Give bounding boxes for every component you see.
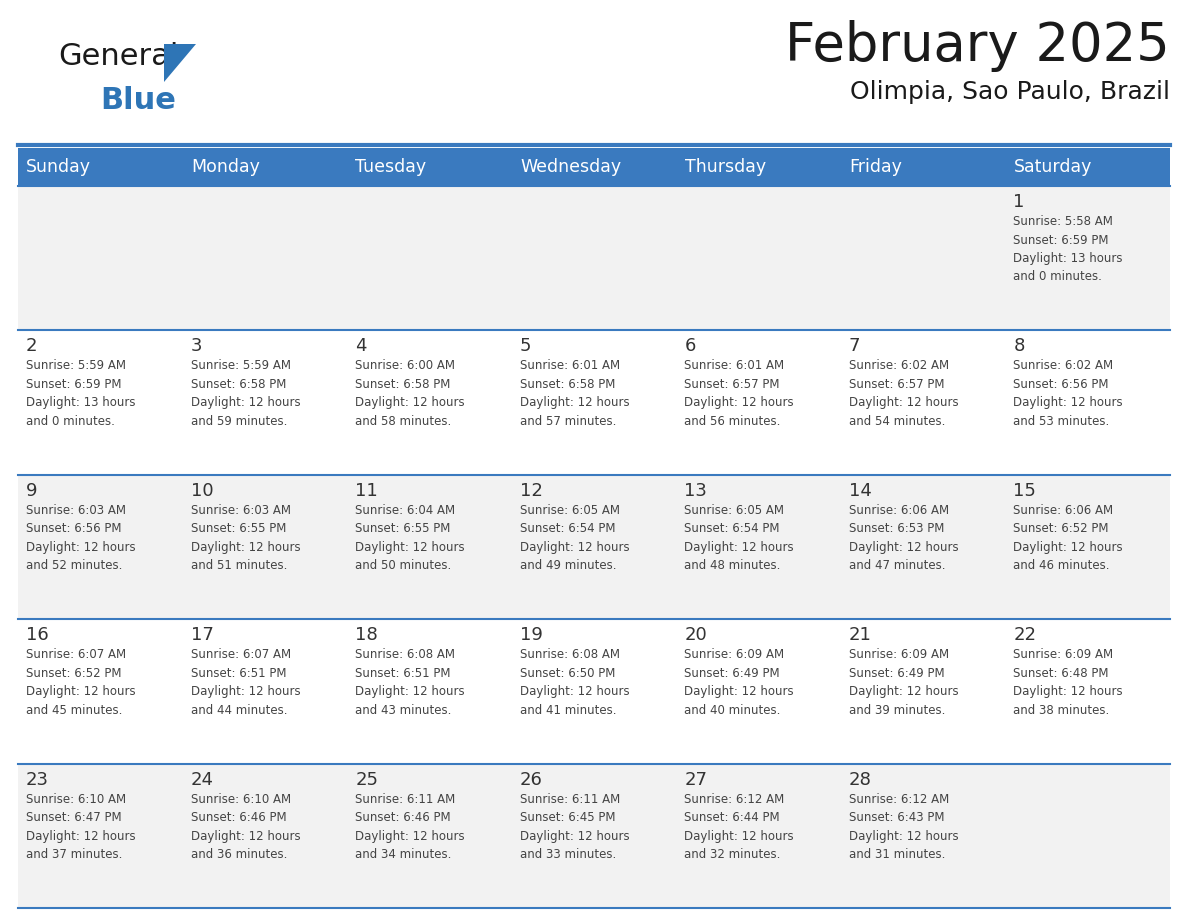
Bar — [18, 475, 1170, 620]
Text: Sunrise: 6:08 AM
Sunset: 6:51 PM
Daylight: 12 hours
and 43 minutes.: Sunrise: 6:08 AM Sunset: 6:51 PM Dayligh… — [355, 648, 465, 717]
Text: 7: 7 — [849, 338, 860, 355]
Text: Sunrise: 6:03 AM
Sunset: 6:55 PM
Daylight: 12 hours
and 51 minutes.: Sunrise: 6:03 AM Sunset: 6:55 PM Dayligh… — [190, 504, 301, 572]
Text: 18: 18 — [355, 626, 378, 644]
Bar — [18, 764, 1170, 908]
Text: Sunrise: 6:01 AM
Sunset: 6:57 PM
Daylight: 12 hours
and 56 minutes.: Sunrise: 6:01 AM Sunset: 6:57 PM Dayligh… — [684, 360, 794, 428]
Text: Sunrise: 6:05 AM
Sunset: 6:54 PM
Daylight: 12 hours
and 49 minutes.: Sunrise: 6:05 AM Sunset: 6:54 PM Dayligh… — [519, 504, 630, 572]
Text: Sunrise: 6:10 AM
Sunset: 6:46 PM
Daylight: 12 hours
and 36 minutes.: Sunrise: 6:10 AM Sunset: 6:46 PM Dayligh… — [190, 792, 301, 861]
Text: Sunrise: 6:11 AM
Sunset: 6:45 PM
Daylight: 12 hours
and 33 minutes.: Sunrise: 6:11 AM Sunset: 6:45 PM Dayligh… — [519, 792, 630, 861]
Text: Sunrise: 6:02 AM
Sunset: 6:57 PM
Daylight: 12 hours
and 54 minutes.: Sunrise: 6:02 AM Sunset: 6:57 PM Dayligh… — [849, 360, 959, 428]
Text: Tuesday: Tuesday — [355, 158, 426, 176]
Text: 6: 6 — [684, 338, 696, 355]
Bar — [18, 330, 1170, 475]
Text: 3: 3 — [190, 338, 202, 355]
Text: 19: 19 — [519, 626, 543, 644]
Polygon shape — [164, 44, 196, 82]
Text: 4: 4 — [355, 338, 367, 355]
Text: 21: 21 — [849, 626, 872, 644]
Text: Sunrise: 6:05 AM
Sunset: 6:54 PM
Daylight: 12 hours
and 48 minutes.: Sunrise: 6:05 AM Sunset: 6:54 PM Dayligh… — [684, 504, 794, 572]
Text: Olimpia, Sao Paulo, Brazil: Olimpia, Sao Paulo, Brazil — [849, 80, 1170, 104]
Text: 5: 5 — [519, 338, 531, 355]
Text: 1: 1 — [1013, 193, 1025, 211]
Text: Sunrise: 6:07 AM
Sunset: 6:51 PM
Daylight: 12 hours
and 44 minutes.: Sunrise: 6:07 AM Sunset: 6:51 PM Dayligh… — [190, 648, 301, 717]
Text: 12: 12 — [519, 482, 543, 499]
Text: Sunrise: 6:03 AM
Sunset: 6:56 PM
Daylight: 12 hours
and 52 minutes.: Sunrise: 6:03 AM Sunset: 6:56 PM Dayligh… — [26, 504, 135, 572]
Bar — [18, 186, 1170, 330]
Text: Sunrise: 6:08 AM
Sunset: 6:50 PM
Daylight: 12 hours
and 41 minutes.: Sunrise: 6:08 AM Sunset: 6:50 PM Dayligh… — [519, 648, 630, 717]
Text: 14: 14 — [849, 482, 872, 499]
Text: 8: 8 — [1013, 338, 1025, 355]
Text: 10: 10 — [190, 482, 213, 499]
Text: Sunrise: 6:02 AM
Sunset: 6:56 PM
Daylight: 12 hours
and 53 minutes.: Sunrise: 6:02 AM Sunset: 6:56 PM Dayligh… — [1013, 360, 1123, 428]
Text: 15: 15 — [1013, 482, 1036, 499]
Text: Sunrise: 6:06 AM
Sunset: 6:52 PM
Daylight: 12 hours
and 46 minutes.: Sunrise: 6:06 AM Sunset: 6:52 PM Dayligh… — [1013, 504, 1123, 572]
Text: Friday: Friday — [849, 158, 902, 176]
Text: General: General — [58, 42, 178, 71]
Bar — [18, 148, 1170, 186]
Text: Sunrise: 6:09 AM
Sunset: 6:49 PM
Daylight: 12 hours
and 39 minutes.: Sunrise: 6:09 AM Sunset: 6:49 PM Dayligh… — [849, 648, 959, 717]
Text: Sunrise: 5:59 AM
Sunset: 6:59 PM
Daylight: 13 hours
and 0 minutes.: Sunrise: 5:59 AM Sunset: 6:59 PM Dayligh… — [26, 360, 135, 428]
Text: Wednesday: Wednesday — [520, 158, 621, 176]
Text: Sunrise: 6:04 AM
Sunset: 6:55 PM
Daylight: 12 hours
and 50 minutes.: Sunrise: 6:04 AM Sunset: 6:55 PM Dayligh… — [355, 504, 465, 572]
Text: Sunrise: 6:09 AM
Sunset: 6:48 PM
Daylight: 12 hours
and 38 minutes.: Sunrise: 6:09 AM Sunset: 6:48 PM Dayligh… — [1013, 648, 1123, 717]
Text: February 2025: February 2025 — [785, 20, 1170, 72]
Text: Sunrise: 6:10 AM
Sunset: 6:47 PM
Daylight: 12 hours
and 37 minutes.: Sunrise: 6:10 AM Sunset: 6:47 PM Dayligh… — [26, 792, 135, 861]
Text: Sunrise: 6:01 AM
Sunset: 6:58 PM
Daylight: 12 hours
and 57 minutes.: Sunrise: 6:01 AM Sunset: 6:58 PM Dayligh… — [519, 360, 630, 428]
Text: 25: 25 — [355, 770, 378, 789]
Text: 2: 2 — [26, 338, 38, 355]
Text: Sunrise: 6:00 AM
Sunset: 6:58 PM
Daylight: 12 hours
and 58 minutes.: Sunrise: 6:00 AM Sunset: 6:58 PM Dayligh… — [355, 360, 465, 428]
Text: Sunrise: 6:06 AM
Sunset: 6:53 PM
Daylight: 12 hours
and 47 minutes.: Sunrise: 6:06 AM Sunset: 6:53 PM Dayligh… — [849, 504, 959, 572]
Text: 26: 26 — [519, 770, 543, 789]
Text: 27: 27 — [684, 770, 707, 789]
Text: 22: 22 — [1013, 626, 1036, 644]
Text: 9: 9 — [26, 482, 38, 499]
Text: 24: 24 — [190, 770, 214, 789]
Text: Sunrise: 5:58 AM
Sunset: 6:59 PM
Daylight: 13 hours
and 0 minutes.: Sunrise: 5:58 AM Sunset: 6:59 PM Dayligh… — [1013, 215, 1123, 284]
Text: Sunrise: 6:12 AM
Sunset: 6:43 PM
Daylight: 12 hours
and 31 minutes.: Sunrise: 6:12 AM Sunset: 6:43 PM Dayligh… — [849, 792, 959, 861]
Text: Saturday: Saturday — [1013, 158, 1092, 176]
Text: 11: 11 — [355, 482, 378, 499]
Text: 20: 20 — [684, 626, 707, 644]
Text: Monday: Monday — [191, 158, 260, 176]
Text: 28: 28 — [849, 770, 872, 789]
Text: Sunrise: 6:11 AM
Sunset: 6:46 PM
Daylight: 12 hours
and 34 minutes.: Sunrise: 6:11 AM Sunset: 6:46 PM Dayligh… — [355, 792, 465, 861]
Bar — [18, 620, 1170, 764]
Text: Sunrise: 6:12 AM
Sunset: 6:44 PM
Daylight: 12 hours
and 32 minutes.: Sunrise: 6:12 AM Sunset: 6:44 PM Dayligh… — [684, 792, 794, 861]
Text: 23: 23 — [26, 770, 49, 789]
Text: Sunday: Sunday — [26, 158, 91, 176]
Text: Sunrise: 5:59 AM
Sunset: 6:58 PM
Daylight: 12 hours
and 59 minutes.: Sunrise: 5:59 AM Sunset: 6:58 PM Dayligh… — [190, 360, 301, 428]
Text: 16: 16 — [26, 626, 49, 644]
Text: Blue: Blue — [100, 86, 176, 115]
Text: Thursday: Thursday — [684, 158, 765, 176]
Text: 13: 13 — [684, 482, 707, 499]
Text: Sunrise: 6:09 AM
Sunset: 6:49 PM
Daylight: 12 hours
and 40 minutes.: Sunrise: 6:09 AM Sunset: 6:49 PM Dayligh… — [684, 648, 794, 717]
Text: Sunrise: 6:07 AM
Sunset: 6:52 PM
Daylight: 12 hours
and 45 minutes.: Sunrise: 6:07 AM Sunset: 6:52 PM Dayligh… — [26, 648, 135, 717]
Text: 17: 17 — [190, 626, 214, 644]
